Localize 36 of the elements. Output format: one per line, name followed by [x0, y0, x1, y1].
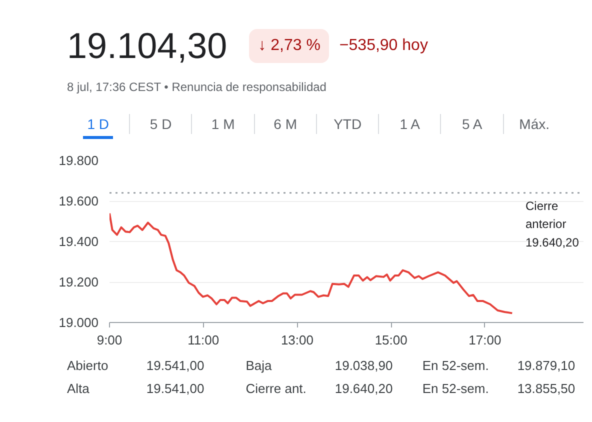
y-tick-label: 19.200 — [58, 274, 99, 290]
x-tick-label: 15:00 — [374, 332, 408, 348]
text: 19.038,90 — [334, 357, 394, 376]
chart-title: 19.104,30 — [67, 24, 228, 68]
text: YTD — [332, 116, 363, 134]
text: En 52-sem. — [422, 380, 490, 398]
text: 1 D — [83, 116, 113, 140]
line-series — [110, 212, 514, 314]
text: 19.541,00 — [146, 380, 206, 398]
text: 19.541,00 — [146, 357, 206, 376]
text: Máx. — [518, 116, 550, 134]
text: 6 M — [272, 116, 298, 134]
text: 13.855,50 — [517, 380, 576, 398]
text: 1 A — [398, 116, 421, 134]
ref-line-label: Cierre anterior 19.640,20 — [526, 198, 580, 250]
text: 19.879,10 — [517, 357, 576, 376]
text: ↓ 2,73 % — [249, 28, 330, 64]
text: 8 jul, 17:36 CEST • Renuncia de responsabilidad — [67, 79, 328, 96]
text: 5 D — [148, 116, 173, 134]
x-tick-label: 13:00 — [280, 332, 314, 348]
text: 5 A — [460, 116, 484, 134]
y-tick-label: 19.400 — [58, 234, 99, 249]
text: 19.640,20 — [334, 380, 394, 398]
x-tick-label: 9:00 — [96, 332, 122, 348]
y-tick-label: 19.000 — [58, 315, 99, 330]
x-tick-label: 11:00 — [188, 332, 220, 348]
text: −535,90 hoy — [339, 36, 428, 56]
text: 1 M — [210, 116, 236, 134]
text: En 52-sem. — [422, 357, 490, 376]
y-tick-label: 19.600 — [58, 194, 99, 208]
text: Baja — [246, 357, 273, 376]
text: Abierto — [67, 357, 110, 376]
x-tick-label: 17:00 — [468, 332, 502, 348]
text: Cierre ant. — [246, 380, 308, 398]
y-tick-label: 19.800 — [58, 153, 99, 168]
text: Alta — [67, 380, 90, 398]
